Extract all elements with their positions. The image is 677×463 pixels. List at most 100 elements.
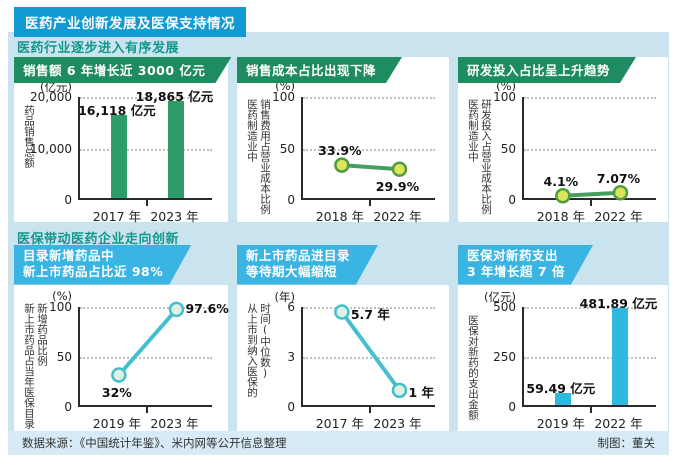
trend-line bbox=[562, 190, 621, 198]
y-tick: 50 bbox=[56, 349, 72, 364]
y-axis-unit: (亿元) bbox=[40, 80, 72, 94]
source-note: 数据来源：《中国统计年鉴》、米内网等公开信息整理 bbox=[22, 436, 287, 450]
gridline bbox=[80, 356, 212, 359]
y-tick: 100 bbox=[49, 299, 72, 314]
trend-line bbox=[117, 307, 178, 376]
section-title-insurance: 医保带动医药企业走向创新 bbox=[17, 232, 180, 247]
trend-line bbox=[340, 310, 402, 392]
gridline bbox=[303, 306, 435, 309]
gridline bbox=[303, 356, 435, 359]
chart-card-rd-ratio: 研发投入占比呈上升趋势 (%) 医药制造业中 研发投入占营业成本比例 100 50 0 4.… bbox=[458, 57, 668, 224]
value-label: 97.6% bbox=[185, 300, 229, 316]
y-axis-label: 医药制造业中 研发投入占营业成本比例 bbox=[467, 99, 493, 215]
y-tick: 50 bbox=[500, 141, 516, 156]
gridline bbox=[80, 97, 212, 99]
y-tick: 100 bbox=[493, 90, 516, 104]
value-label: 32% bbox=[101, 384, 132, 400]
x-tick-label: 2017 年 bbox=[315, 415, 365, 431]
chart-block-new-drug-spending: 医保对新药支出 3 年增长超 7 倍 (亿元) 医保对新药的支出金额 500 250 0… bbox=[458, 245, 668, 432]
data-point-marker bbox=[391, 161, 408, 177]
chart-header-line: 研发投入占比呈上升趋势 bbox=[467, 63, 611, 78]
plot-area bbox=[301, 303, 435, 413]
data-point-marker bbox=[612, 184, 629, 201]
x-tick-label: 2022 年 bbox=[594, 415, 643, 431]
x-axis-tick-mark bbox=[146, 200, 148, 206]
y-axis-unit: (年) bbox=[274, 289, 295, 304]
data-point-marker bbox=[111, 366, 127, 383]
chart-header-line: 目录新增药品中 bbox=[23, 248, 115, 263]
y-axis-label: 医保对新药的支出金额 bbox=[467, 315, 479, 420]
y-axis-label: 药品销售总额 bbox=[23, 105, 36, 168]
x-tick-label: 2023 年 bbox=[150, 209, 199, 224]
value-label: 18,865 亿元 bbox=[135, 88, 214, 104]
value-label: 59.49 亿元 bbox=[526, 380, 596, 396]
y-axis-label-column: 销售费用占营业成本比例 bbox=[259, 99, 272, 215]
y-axis-label-column: 研发投入占营业成本比例 bbox=[480, 99, 493, 215]
value-label: 16,118 亿元 bbox=[78, 102, 156, 118]
credit-note: 制图：董关 bbox=[597, 436, 656, 450]
x-tick-label: 2023 年 bbox=[373, 415, 422, 431]
x-tick-label: 2023 年 bbox=[150, 415, 199, 431]
chart-header-line: 3 年增长超 7 倍 bbox=[467, 264, 565, 280]
x-axis-tick-mark bbox=[146, 406, 148, 413]
gridline bbox=[303, 148, 435, 151]
chart-header: 医保对新药支出 3 年增长超 7 倍 bbox=[458, 245, 593, 285]
value-label: 1 年 bbox=[408, 384, 435, 400]
y-axis-label-column: 药品销售总额 bbox=[23, 105, 36, 168]
data-point-marker bbox=[168, 301, 185, 317]
page-title: 医药产业创新发展及医保支持情况 bbox=[25, 16, 235, 32]
y-axis-label-column: 医药制造业中 bbox=[467, 99, 480, 162]
y-tick: 6 bbox=[287, 299, 295, 314]
chart-header: 销售成本占比出现下降 bbox=[237, 57, 402, 83]
value-label: 4.1% bbox=[543, 173, 579, 189]
y-tick: 0 bbox=[287, 193, 295, 207]
chart-block-catalog-ratio: 目录新增药品中 新上市药品占比近 98% (%) 新上市药品占当年医保目录 新增药品… bbox=[14, 245, 229, 432]
plot-area bbox=[522, 306, 656, 413]
data-point-marker bbox=[334, 303, 350, 320]
y-tick: 250 bbox=[493, 349, 516, 364]
y-axis-unit: (亿元) bbox=[484, 289, 516, 304]
y-axis-label-column: 新增药品比例 bbox=[36, 302, 49, 366]
plot-area bbox=[78, 97, 212, 206]
line-series bbox=[334, 303, 408, 398]
y-axis-label-column: 医药制造业中 bbox=[246, 99, 259, 162]
x-tick-label: 2019 年 bbox=[92, 415, 142, 431]
chart-header-line: 医保对新药支出 bbox=[467, 248, 559, 263]
line-series bbox=[111, 301, 185, 383]
x-tick-label: 2022 年 bbox=[373, 209, 422, 224]
page-title-banner: 医药产业创新发展及医保支持情况 bbox=[14, 7, 246, 37]
y-tick: 0 bbox=[64, 399, 72, 414]
x-tick-label: 2022 年 bbox=[594, 209, 643, 224]
chart-card-sales-total: 销售额 6 年增长近 3000 亿元 (亿元) 药品销售总额 20,000 10,00… bbox=[14, 57, 231, 224]
y-tick: 500 bbox=[493, 299, 516, 314]
chart-card-catalog-ratio: (%) 新上市药品占当年医保目录 新增药品比例 100 50 0 32% 97.6% 2019 … bbox=[14, 284, 229, 432]
y-axis-label: 医药制造业中 销售费用占营业成本比例 bbox=[246, 99, 272, 215]
y-tick: 50 bbox=[279, 141, 295, 156]
bar bbox=[168, 100, 185, 198]
y-tick: 0 bbox=[64, 193, 72, 207]
footer-bar: 数据来源：《中国统计年鉴》、米内网等公开信息整理 制图：董关 bbox=[8, 431, 669, 455]
bar bbox=[554, 392, 571, 405]
chart-header: 销售额 6 年增长近 3000 亿元 bbox=[14, 57, 231, 83]
y-axis-label: 从上市到纳入医保的 时间(中位数) bbox=[246, 302, 271, 398]
plot-area bbox=[522, 97, 656, 206]
gridline bbox=[524, 356, 656, 359]
plot-area bbox=[301, 97, 435, 206]
x-axis-tick-mark bbox=[369, 406, 371, 413]
y-axis-label-column: 从上市到纳入医保的 bbox=[246, 302, 259, 398]
y-axis-label: 新上市药品占当年医保目录 新增药品比例 bbox=[23, 302, 49, 429]
gridline bbox=[80, 306, 212, 309]
x-tick-label: 2018 年 bbox=[536, 209, 586, 224]
chart-card-new-drug-spending: (亿元) 医保对新药的支出金额 500 250 0 59.49 亿元 481.89 亿元 20… bbox=[458, 284, 668, 432]
value-label: 7.07% bbox=[596, 170, 641, 186]
y-tick: 0 bbox=[508, 399, 516, 414]
y-tick: 20,000 bbox=[30, 90, 72, 104]
chart-header-line: 新上市药品占比近 98% bbox=[23, 264, 164, 280]
section-title-industry: 医药行业逐步进入有序发展 bbox=[17, 41, 180, 56]
gridline bbox=[524, 97, 656, 99]
chart-block-waiting-period: 新上市药品进目录 等待期大幅缩短 (年) 从上市到纳入医保的 时间(中位数) 6 3 0 5… bbox=[237, 245, 449, 432]
gridline bbox=[80, 148, 212, 151]
chart-header: 研发投入占比呈上升趋势 bbox=[458, 57, 636, 83]
value-label: 481.89 亿元 bbox=[579, 296, 658, 312]
